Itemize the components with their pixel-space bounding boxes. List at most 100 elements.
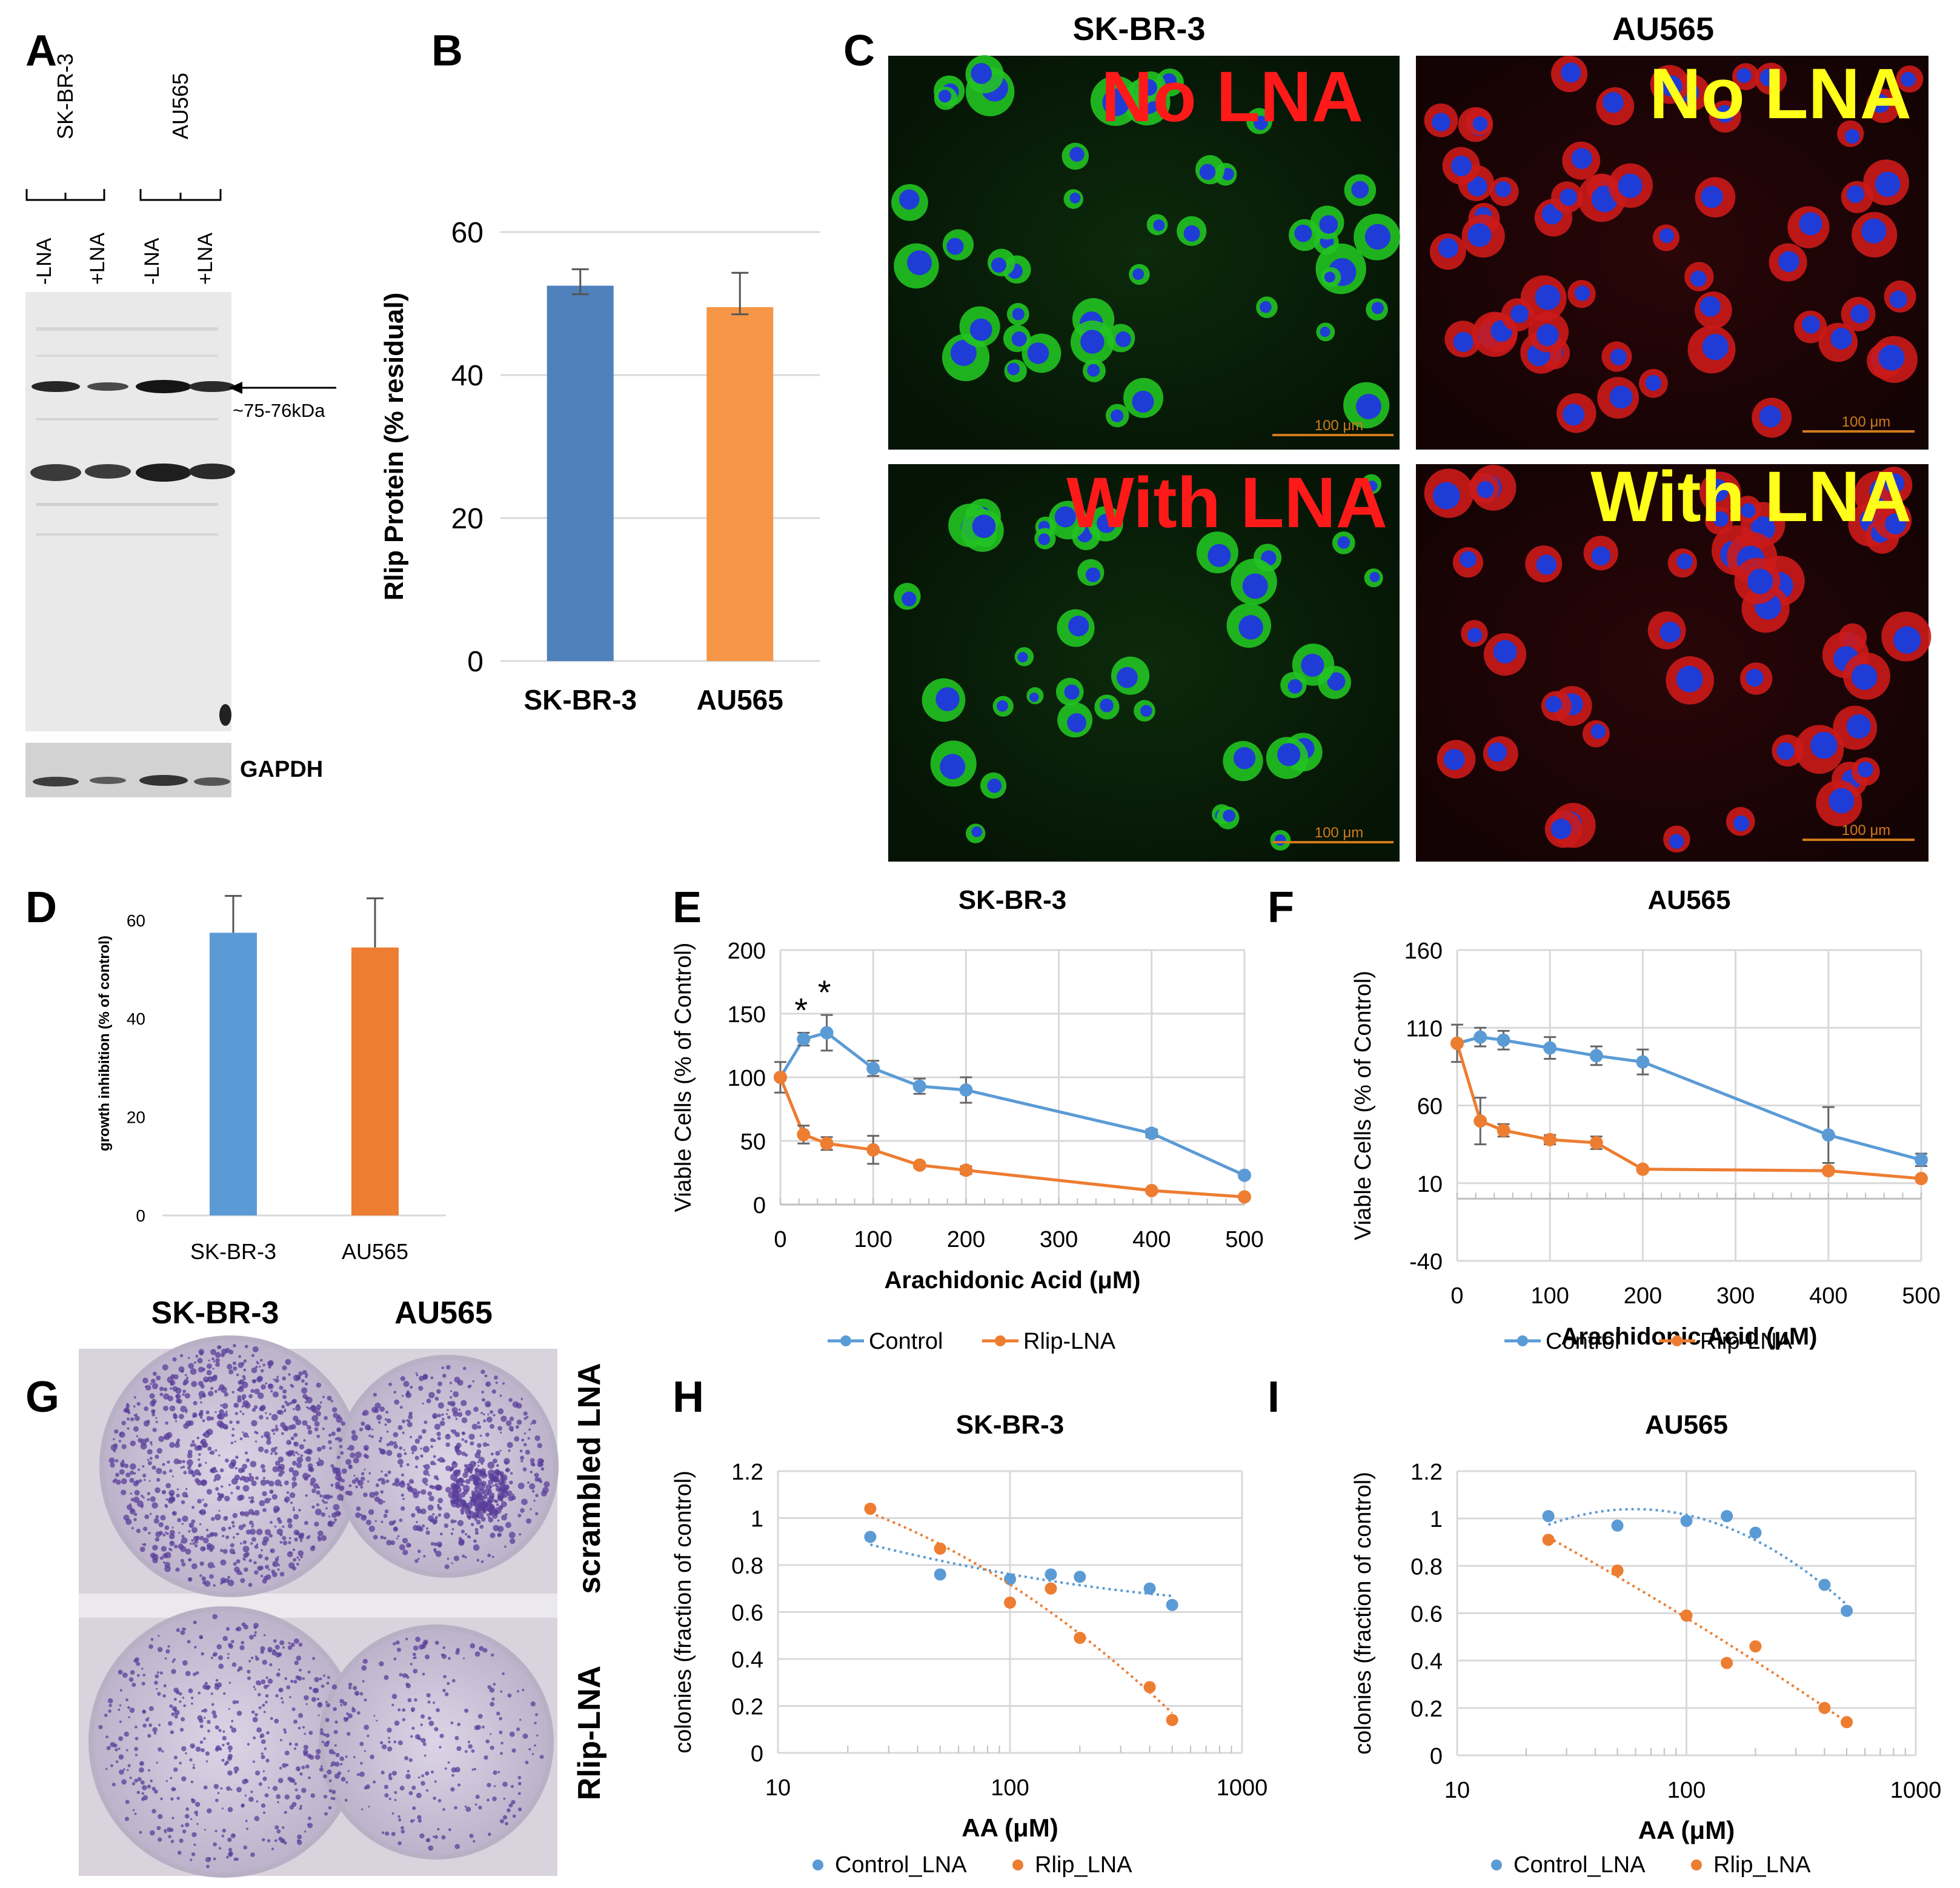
cell-nucleus [1115,331,1131,347]
cell-nucleus [1238,615,1263,640]
colony [317,1702,323,1708]
colony [143,1478,146,1481]
colony [292,1508,296,1512]
colony [439,1420,445,1426]
cell-nucleus [899,189,920,210]
colony [124,1731,129,1737]
colony [142,1377,148,1384]
y-axis-label: colonies (fraction of control) [1350,1472,1376,1755]
colony [414,1465,418,1469]
colony [384,1793,389,1798]
colony [202,1498,204,1501]
colony [286,1491,290,1494]
colony [364,1447,368,1451]
colony [207,1720,211,1724]
colony [325,1494,331,1500]
colony [284,1794,290,1800]
legend-marker [1691,1860,1702,1870]
colony [394,1399,400,1405]
colony [319,1494,323,1498]
colony [203,1503,208,1507]
colony [227,1807,233,1812]
colony [474,1468,479,1472]
colony [236,1559,241,1564]
colony [505,1481,507,1484]
colony [411,1726,415,1730]
colony [461,1438,465,1441]
colony [471,1749,475,1753]
panel-c: C SK-BR-3 AU565 No LNA 100 μm No LNA 100… [843,11,1932,862]
well-au565-rlip [319,1624,554,1860]
colony [244,1794,247,1797]
colony [242,1484,250,1492]
cell-nucleus [907,250,932,276]
colony [474,1527,479,1532]
colony [229,1548,235,1554]
colony [230,1725,233,1729]
colony [207,1543,212,1549]
colony [413,1669,418,1674]
colony [334,1481,341,1487]
colony [169,1387,173,1390]
colony [494,1483,499,1487]
y-tick-label: 60 [451,217,483,249]
colony [406,1463,410,1466]
y-axis-label: growth inhibition (% of control) [96,936,113,1151]
colony [150,1779,153,1783]
colony [284,1677,288,1680]
colony [444,1564,450,1569]
colony [217,1792,220,1795]
colony [248,1509,254,1515]
cell-nucleus [1371,302,1384,314]
colony [373,1780,376,1784]
colony [307,1670,311,1674]
colony [359,1741,364,1746]
colony [131,1527,135,1530]
colony [311,1415,319,1422]
colony [251,1379,256,1384]
colony [242,1557,245,1560]
colony [374,1520,377,1523]
colony [309,1467,314,1472]
colony [228,1852,233,1857]
colony [464,1805,467,1808]
cell-nucleus [1590,723,1606,739]
colony [170,1797,174,1801]
colony [458,1408,461,1411]
colony [348,1484,352,1487]
data-point [1636,1162,1650,1176]
cell-nucleus [996,700,1008,712]
colony [254,1510,260,1516]
colony [410,1707,416,1712]
colony [253,1634,256,1637]
colony [272,1786,278,1791]
colony [220,1787,223,1790]
colony [242,1463,248,1469]
colony [113,1438,115,1441]
colony [314,1677,319,1683]
colony [433,1542,438,1546]
bracket-au565 [139,189,222,201]
colony [274,1525,277,1528]
plate-col-label-skbr3: SK-BR-3 [151,1295,279,1331]
colony [471,1523,474,1526]
colony [299,1772,303,1776]
y-tick-label: 20 [451,503,483,535]
colony [334,1511,341,1517]
cell-nucleus [1007,362,1020,376]
colony [242,1523,246,1527]
colony [198,1412,204,1417]
y-tick-label: 0.6 [1410,1602,1443,1627]
cell-nucleus [1100,698,1114,713]
colony [490,1485,493,1489]
colony [160,1515,166,1521]
colony [446,1413,448,1415]
colony [138,1479,142,1483]
data-point [1915,1172,1928,1186]
colony [147,1458,150,1461]
colony [253,1760,255,1763]
colony [405,1683,410,1686]
colony [379,1477,383,1481]
colony [501,1514,507,1521]
